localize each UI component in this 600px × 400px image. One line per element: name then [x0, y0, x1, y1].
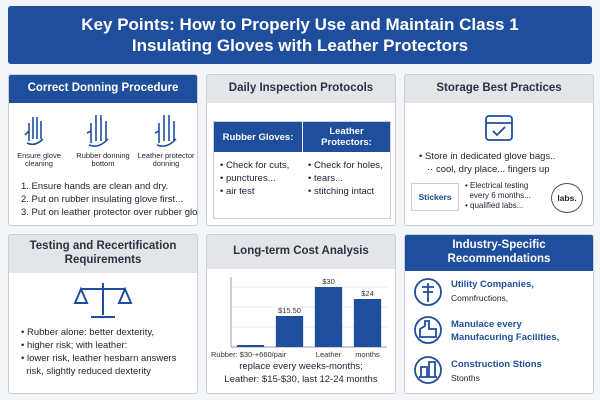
- panel: Industry-Specific Recommendations Utilit…: [404, 234, 594, 394]
- industry-note: Comnfructions,: [451, 293, 509, 303]
- item: • Rubber alone: better dexterity,: [21, 327, 155, 338]
- bar: [236, 345, 265, 347]
- banner: Key Points: How to Properly Use and Main…: [8, 6, 592, 64]
- panel: Correct Donning Procedure Ensure glove c…: [8, 74, 198, 226]
- step: 3. Put on leather protector over rubber …: [21, 207, 198, 218]
- item-text: lower risk, leather hesbarn answers: [26, 353, 177, 364]
- testing-text: Electrical testing: [470, 181, 529, 190]
- bar: [353, 299, 382, 347]
- icons: [24, 115, 177, 147]
- bar: [314, 287, 343, 347]
- item-text: punctures...: [225, 173, 276, 184]
- item: • stitching intact: [308, 186, 375, 197]
- value-label: $30: [322, 277, 335, 286]
- industry: Manulace every: [451, 319, 522, 330]
- step: 1. Ensure hands are clean and dry.: [21, 181, 169, 192]
- caption: replace every weeks-months;: [239, 361, 363, 372]
- x-tick-label: Leather: [316, 350, 342, 359]
- item-text: higher risk; with leather:: [26, 340, 128, 351]
- item: • Check for holes,: [308, 160, 383, 171]
- item: • punctures...: [220, 173, 276, 184]
- item-text: tears...: [313, 173, 344, 184]
- item: • higher risk; with leather:: [21, 340, 128, 351]
- testing-line: • qualified labs...: [465, 201, 524, 210]
- item-text: stitching intact: [313, 186, 375, 197]
- item-text: Check for holes,: [313, 160, 383, 171]
- item: ·· cool, dry place... fingers up: [427, 164, 550, 175]
- panel-title: Daily Inspection Protocols: [207, 75, 395, 103]
- calendar-icon: [485, 115, 513, 141]
- page-title: Key Points: How to Properly Use and Main…: [81, 14, 519, 55]
- panel: Testing and Recertification Requirements…: [8, 234, 198, 394]
- panel: Long-term Cost Analysis Rubber: $30-+660…: [206, 234, 396, 394]
- table: Rubber Gloves: Leather Protectors: • Che…: [213, 121, 391, 219]
- item: • air test: [220, 186, 255, 197]
- panel-title: Industry-Specific Recommendations: [405, 235, 593, 271]
- panel-title: Correct Donning Procedure: [9, 75, 197, 103]
- item-text: air test: [225, 186, 255, 197]
- item: • Check for cuts,: [220, 160, 290, 171]
- testing-line: • Electrical testing: [465, 181, 529, 190]
- industry: Construction Stions: [451, 359, 542, 370]
- item: risk, slightly reduced dexterity: [21, 366, 151, 378]
- testing-line: every 6 months...: [465, 191, 531, 201]
- panel-title: Storage Best Practices: [405, 75, 593, 103]
- industry-icons: [414, 278, 442, 384]
- industry: Utility Companies,: [451, 279, 534, 290]
- icon-caption: Rubber donning bottom: [76, 151, 130, 169]
- panel: Daily Inspection Protocols Rubber Gloves…: [206, 74, 396, 226]
- icon-caption: Leather protector donning: [137, 151, 195, 169]
- scale-icon: [73, 283, 133, 318]
- item-text: risk, slightly reduced dexterity: [26, 366, 151, 377]
- item-text: cool, dry place... fingers up: [435, 164, 550, 175]
- bar: [275, 316, 304, 347]
- item-text: Rubber alone: better dexterity,: [26, 327, 155, 338]
- industry: Manufacuring Facilities,: [451, 332, 560, 343]
- chart: Rubber: $30-+660/pair $15.50 $30 Leather $24…: [211, 277, 387, 359]
- step: 2. Put on rubber insulating glove first.…: [21, 194, 184, 205]
- panel-title: Long-term Cost Analysis: [207, 235, 395, 269]
- item: • tears...: [308, 173, 344, 184]
- item-text: Check for cuts,: [225, 160, 290, 171]
- x-tick-label: Rubber: $30-+660/pair: [211, 350, 287, 359]
- column-heading: Rubber Gloves:: [214, 122, 302, 152]
- testing-text: every 6 months...: [469, 191, 531, 200]
- badge: Stickers: [411, 183, 459, 211]
- industry-note: Stonths: [451, 373, 480, 383]
- item: • lower risk, leather hesbarn answers: [21, 353, 177, 364]
- caption: Leather: $15-$30, last 12-24 months: [224, 374, 378, 385]
- column-heading: Leather Protectors:: [303, 122, 390, 152]
- x-tick-label: months: [355, 350, 380, 359]
- value-label: $24: [361, 289, 374, 298]
- testing-text: qualified labs...: [470, 201, 524, 210]
- testing: • Electrical testing every 6 months... •…: [465, 181, 531, 211]
- icon-caption: Ensure glove cleaning: [17, 151, 61, 169]
- item: • Store in dedicated glove bags..: [419, 151, 556, 162]
- badge: labs.: [551, 183, 583, 213]
- item-text: Store in dedicated glove bags..: [424, 151, 556, 162]
- panel: Storage Best Practices • Store in dedica…: [404, 74, 594, 226]
- value-label: $15.50: [278, 306, 301, 315]
- panel-title: Testing and Recertification Requirements: [9, 235, 197, 273]
